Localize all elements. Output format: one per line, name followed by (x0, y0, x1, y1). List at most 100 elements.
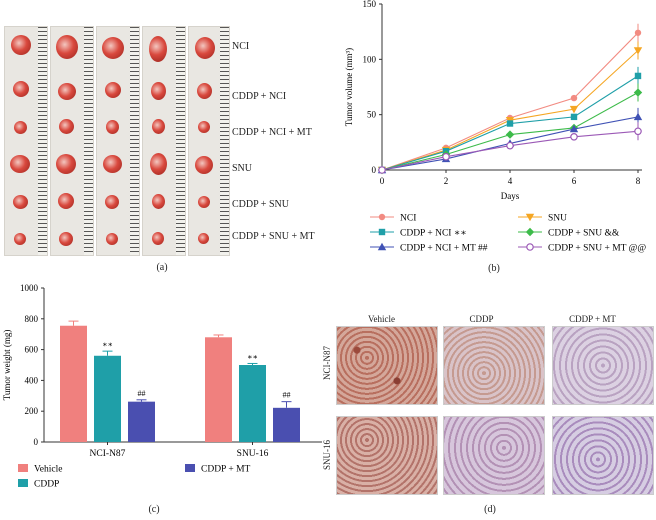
tumor-photo-column (142, 26, 186, 256)
tumor-image (13, 195, 28, 209)
significance-label: ∗∗ (247, 352, 258, 361)
legend-label: Vehicle (34, 465, 63, 475)
y-axis-label: Tumor volume (mm³) (344, 48, 354, 126)
y-tick-label: 100 (363, 54, 377, 64)
data-point (633, 88, 643, 97)
panel-label-d: (d) (484, 504, 496, 515)
data-point (633, 112, 643, 121)
x-tick-label: SNU-16 (237, 449, 269, 459)
tumor-photo-column (4, 26, 48, 256)
tumor-image (105, 82, 121, 98)
tumor-image (106, 233, 118, 245)
ihc-image (443, 326, 545, 405)
group-label-cddp-snu: CDDP + SNU (232, 199, 289, 210)
legend-swatch (18, 479, 28, 487)
data-point (570, 94, 578, 102)
tumor-image (56, 35, 78, 59)
data-point (525, 227, 535, 237)
bar (239, 365, 266, 442)
group-label-cddp-nci-mt: CDDP + NCI + MT (232, 127, 312, 138)
tumor-image (58, 193, 74, 209)
x-tick-label: 6 (572, 176, 577, 186)
tumor-image (59, 119, 74, 134)
ihc-image (552, 326, 654, 405)
tumor-image (14, 233, 26, 245)
tumor-image (197, 83, 212, 99)
tumor-image (198, 233, 209, 244)
legend-label: CDDP + NCI + MT ## (400, 244, 488, 254)
ruler (220, 27, 229, 255)
data-point (442, 152, 450, 161)
y-tick-label: 1000 (20, 283, 39, 293)
data-point (634, 72, 642, 80)
y-tick-label: 600 (25, 345, 39, 355)
bar (60, 325, 87, 442)
ruler (130, 27, 139, 255)
data-point (569, 105, 579, 114)
data-point (378, 166, 386, 174)
significance-label: ## (138, 389, 146, 398)
tumor-image (58, 83, 76, 100)
tumor-weight-bar-chart: 0 200 400 600 800 1000 Tumor weight (mg) ∗∗ ## NC… (2, 283, 322, 490)
data-point (569, 124, 579, 133)
panel-label-b: (b) (488, 263, 500, 274)
ihc-image (443, 416, 545, 495)
y-tick-label: 200 (25, 406, 39, 416)
ruler (38, 27, 47, 255)
legend-swatch (185, 464, 195, 472)
data-point (634, 127, 642, 136)
ihc-col-vehicle: Vehicle (368, 314, 395, 324)
y-tick-label: 150 (363, 0, 377, 9)
data-point (505, 130, 515, 139)
data-point (506, 141, 514, 150)
series-line (381, 50, 639, 171)
bar (205, 337, 232, 442)
y-tick-label: 50 (367, 110, 377, 120)
tumor-image (10, 155, 30, 173)
ruler (84, 27, 93, 255)
data-point (378, 228, 386, 236)
tumor-photo-grid (4, 26, 230, 256)
tumor-image (14, 121, 27, 134)
tumor-image (152, 194, 165, 209)
legend-label: SNU (548, 214, 567, 224)
legend-label: NCI (400, 214, 416, 224)
legend-label: CDDP + MT (201, 465, 251, 475)
tumor-image (152, 119, 165, 134)
tumor-photo-column (50, 26, 94, 256)
tumor-image (198, 196, 210, 208)
data-point (525, 213, 535, 222)
x-tick-label: 8 (636, 176, 641, 186)
tumor-image (103, 155, 122, 173)
data-point (633, 47, 643, 55)
tumor-image (152, 232, 164, 245)
tumor-image (150, 153, 167, 175)
legend-label: CDDP + SNU + MT @@ (548, 244, 646, 254)
tumor-image (56, 154, 76, 174)
x-tick-label: NCI-N87 (90, 449, 126, 459)
tumor-image (13, 81, 29, 97)
panel-label-a: (a) (156, 262, 168, 273)
ihc-col-cddp: CDDP (469, 314, 494, 324)
tumor-photo-column (188, 26, 230, 256)
y-tick-label: 400 (25, 375, 39, 385)
ihc-image (552, 416, 654, 495)
significance-label: ∗∗ (102, 340, 113, 349)
bar (94, 355, 121, 442)
bar (273, 407, 300, 442)
ruler (176, 27, 185, 255)
x-axis-label: Days (501, 191, 520, 201)
y-axis-label: Tumor weight (mg) (2, 330, 12, 401)
ihc-image (336, 416, 438, 495)
legend-swatch (18, 464, 28, 472)
legend-label: CDDP + SNU && (548, 229, 620, 239)
ihc-row-snu-16: SNU-16 (322, 439, 332, 470)
ihc-col-cddp-mt: CDDP + MT (569, 314, 616, 324)
bar (128, 401, 155, 442)
tumor-image (195, 37, 215, 59)
y-tick-label: 0 (372, 165, 377, 175)
tumor-image (151, 82, 166, 100)
tumor-image (59, 232, 73, 246)
data-point (570, 113, 578, 121)
significance-label: ## (283, 391, 291, 400)
